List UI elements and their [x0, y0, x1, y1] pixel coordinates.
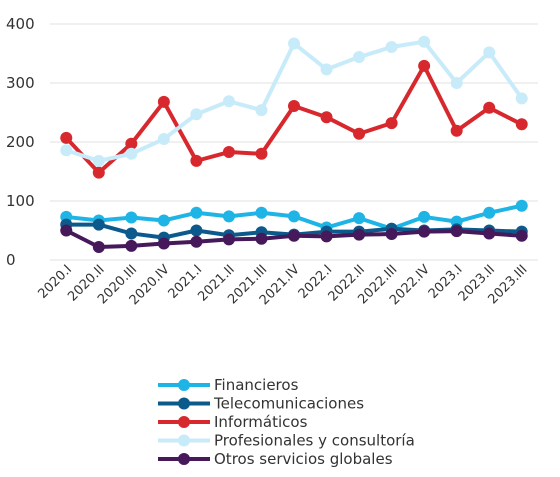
point: [92, 154, 105, 167]
y-tick-label: 100: [6, 192, 35, 210]
point: [385, 117, 398, 130]
legend-marker: [178, 434, 190, 447]
point: [320, 63, 333, 76]
point: [92, 218, 105, 231]
point: [222, 95, 235, 108]
point: [483, 46, 496, 59]
point: [353, 228, 366, 241]
point: [288, 229, 300, 242]
point: [450, 225, 463, 238]
point: [190, 154, 203, 167]
y-tick-label: 0: [6, 251, 16, 269]
point: [288, 37, 300, 50]
point: [483, 101, 496, 114]
point: [288, 210, 300, 223]
point: [353, 51, 366, 64]
legend-marker: [178, 416, 190, 428]
point: [157, 133, 170, 146]
point: [190, 206, 203, 219]
y-tick-label: 400: [6, 15, 35, 33]
point: [483, 206, 496, 219]
point: [515, 199, 528, 212]
point: [125, 239, 138, 252]
point: [222, 146, 235, 159]
point: [190, 224, 203, 237]
point: [418, 59, 431, 72]
legend-marker: [178, 397, 190, 410]
point: [92, 241, 105, 254]
legend-label: Informáticos: [214, 413, 308, 431]
point: [60, 131, 73, 144]
point: [125, 137, 138, 150]
y-tick-label: 300: [6, 74, 35, 92]
y-tick-label: 200: [6, 133, 35, 151]
point: [157, 214, 170, 227]
legend-label: Otros servicios globales: [214, 450, 393, 468]
point: [157, 95, 170, 108]
legend-label: Telecomunicaciones: [213, 395, 364, 413]
point: [255, 232, 268, 245]
point: [450, 124, 463, 137]
point: [385, 41, 398, 54]
point: [515, 92, 528, 105]
point: [483, 227, 496, 240]
point: [418, 35, 431, 48]
point: [515, 229, 528, 242]
point: [418, 225, 431, 238]
point: [190, 108, 203, 121]
point: [320, 111, 333, 124]
point: [222, 233, 235, 246]
point: [255, 147, 268, 160]
point: [60, 224, 73, 237]
point: [190, 235, 203, 248]
point: [353, 212, 366, 225]
legend-marker: [178, 453, 190, 465]
legend-label: Financieros: [214, 376, 299, 394]
point: [385, 228, 398, 241]
point: [450, 77, 463, 89]
point: [92, 166, 105, 179]
point: [125, 147, 138, 160]
point: [255, 206, 268, 219]
point: [255, 104, 268, 117]
point: [320, 230, 333, 243]
legend-label: Profesionales y consultoría: [214, 432, 415, 450]
point: [60, 144, 73, 157]
point: [157, 237, 170, 250]
point: [125, 211, 138, 224]
legend-marker: [178, 379, 190, 391]
point: [515, 118, 528, 131]
point: [125, 227, 138, 240]
point: [222, 210, 235, 223]
point: [288, 100, 300, 113]
point: [353, 127, 366, 140]
point: [418, 210, 431, 223]
